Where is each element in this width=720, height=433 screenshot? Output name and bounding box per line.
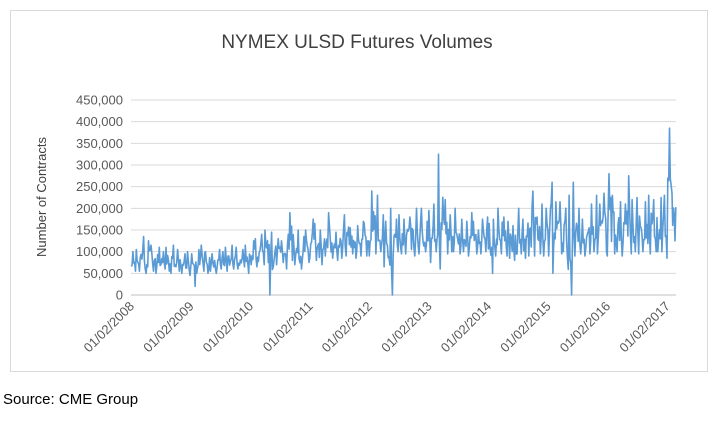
- x-tick-label: 01/02/2008: [80, 299, 137, 356]
- x-tick-label: 01/02/2014: [438, 299, 495, 356]
- chart-title: NYMEX ULSD Futures Volumes: [221, 32, 492, 53]
- ulsd-volume-chart: NYMEX ULSD Futures Volumes Number of Con…: [34, 32, 677, 356]
- y-tick-label: 450,000: [76, 93, 123, 108]
- x-tick-labels: 01/02/2008 01/02/2009 01/02/2010 01/02/2011…: [80, 299, 672, 356]
- x-tick-label: 01/02/2010: [200, 299, 257, 356]
- y-tick-label: 400,000: [76, 114, 123, 129]
- y-tick-label: 50,000: [83, 266, 123, 281]
- x-tick-label: 01/02/2009: [140, 299, 197, 356]
- y-tick-label: 0: [116, 288, 123, 303]
- y-tick-label: 100,000: [76, 244, 123, 259]
- y-tick-label: 200,000: [76, 201, 123, 216]
- y-tick-label: 300,000: [76, 158, 123, 173]
- series-line-ulsd-volume: [130, 127, 677, 296]
- y-axis-label: Number of Contracts: [34, 137, 49, 257]
- y-tick-label: 250,000: [76, 179, 123, 194]
- gridlines: [131, 99, 676, 296]
- x-tick-label: 01/02/2012: [319, 299, 376, 356]
- y-tick-labels: 0 50,000 100,000 150,000 200,000 250,000 300,0…: [76, 93, 123, 303]
- source-note: Source: CME Group: [3, 391, 139, 408]
- chart-frame: [10, 10, 708, 372]
- x-tick-label: 01/02/2016: [557, 299, 614, 356]
- y-tick-label: 150,000: [76, 223, 123, 238]
- x-tick-label: 01/02/2011: [260, 299, 316, 355]
- x-tick-label: 01/02/2013: [378, 299, 435, 356]
- x-tick-label: 01/02/2015: [497, 299, 554, 356]
- x-tick-label: 01/02/2017: [616, 299, 673, 356]
- y-tick-label: 350,000: [76, 136, 123, 151]
